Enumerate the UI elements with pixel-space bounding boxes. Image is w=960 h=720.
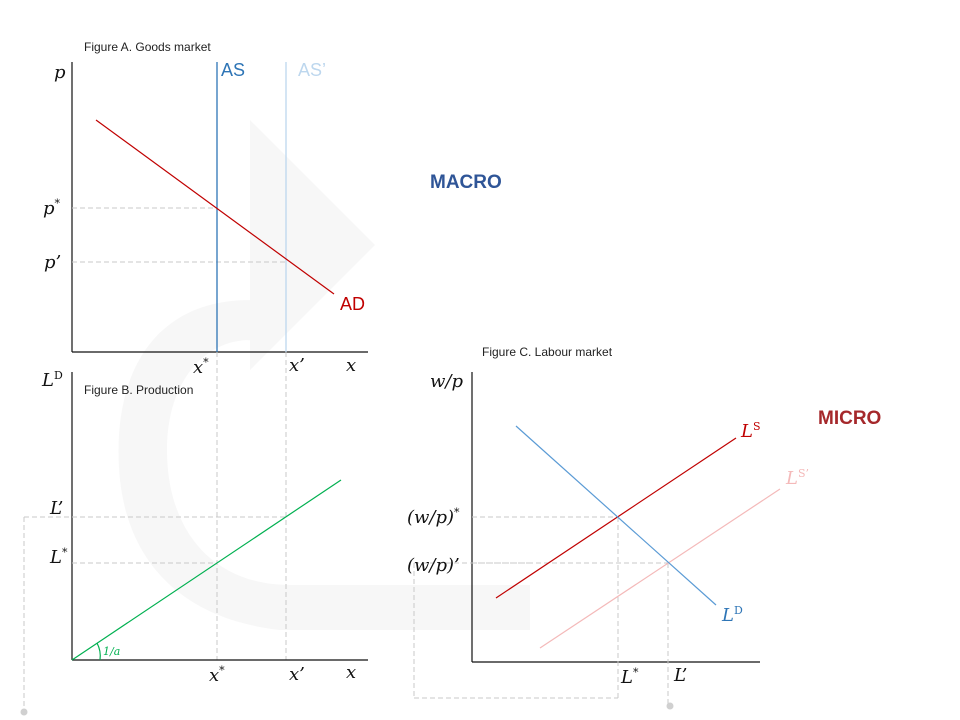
slope-label: 1/a	[103, 645, 120, 658]
figure-c-l-star-label: L*	[620, 666, 639, 688]
left-connector-marker	[20, 708, 28, 716]
figure-a-x-prime-label: x’	[289, 355, 305, 376]
ls-shifted-curve	[539, 488, 781, 649]
ls-label: LS	[740, 420, 761, 442]
background-watermark	[118, 120, 531, 630]
ad-label: AD	[340, 294, 365, 314]
ld-curve	[515, 425, 717, 606]
wp-star-label: (w/p)*	[407, 506, 460, 528]
ls-shifted-label: LS’	[785, 467, 809, 489]
p-prime-label: p’	[44, 252, 61, 273]
macro-label: MACRO	[430, 172, 502, 193]
figure-c-y-axis-label: w/p	[430, 371, 463, 392]
l-star-label: L*	[49, 546, 68, 568]
production-line	[71, 479, 342, 661]
p-star-label: p*	[43, 197, 61, 219]
figure-b-x-star-label: x*	[209, 664, 225, 686]
figure-b-y-axis-label: LD	[41, 369, 63, 391]
figure-a-y-axis-label: p	[54, 62, 66, 83]
ld-label: LD	[721, 604, 743, 626]
wp-prime-label: (w/p)’	[407, 555, 460, 576]
figure-c-l-prime-label: L’	[673, 665, 687, 686]
micro-label: MICRO	[818, 408, 881, 429]
as-label: AS	[221, 60, 245, 80]
figure-c-caption: Figure C. Labour market	[482, 345, 613, 359]
figure-a-x-star-label: x*	[193, 356, 209, 378]
figure-b-caption: Figure B. Production	[84, 383, 193, 397]
l-prime-label: L’	[49, 498, 63, 519]
right-connector-marker	[666, 702, 674, 710]
as-shifted-label: AS’	[298, 60, 326, 80]
ls-curve	[495, 437, 737, 599]
figure-b-x-axis-label: x	[346, 662, 356, 683]
ad-curve	[95, 119, 335, 295]
figure-b-x-prime-label: x’	[289, 664, 305, 685]
figure-a-x-axis-label: x	[346, 355, 356, 376]
figure-a-caption: Figure A. Goods market	[84, 40, 211, 54]
slope-angle-arc	[96, 642, 101, 661]
